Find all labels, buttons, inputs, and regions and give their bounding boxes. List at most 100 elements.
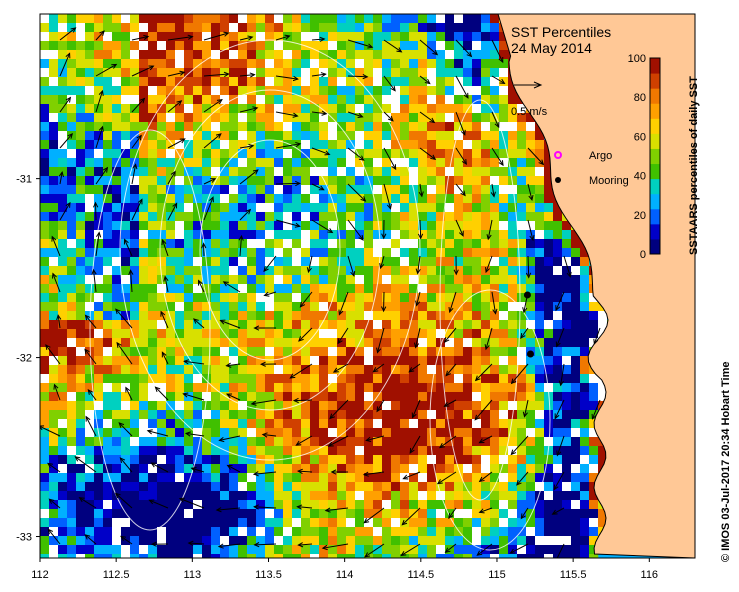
current-vector: [239, 107, 258, 113]
current-vector: [149, 499, 169, 509]
sst-cell: [472, 437, 482, 447]
sst-cell: [400, 356, 410, 366]
sst-cell: [499, 410, 509, 420]
sst-cell: [247, 401, 257, 411]
sst-cell: [445, 554, 455, 558]
sst-cell: [211, 347, 221, 357]
current-vector-head: [56, 314, 62, 321]
sst-cell: [211, 140, 221, 150]
sst-cell: [94, 509, 104, 519]
sst-cell: [103, 320, 113, 330]
sst-cell: [175, 365, 185, 375]
current-vector-head: [45, 344, 51, 351]
sst-cell: [499, 176, 509, 186]
current-vector-head: [70, 27, 77, 33]
sst-cell: [310, 482, 320, 492]
sst-cell: [247, 410, 257, 420]
sst-cell: [481, 320, 491, 330]
sst-cell: [229, 167, 239, 177]
sst-cell: [508, 149, 518, 159]
current-vector-head: [253, 325, 260, 331]
sst-cell: [184, 455, 194, 465]
sst-cell: [166, 158, 176, 168]
sst-cell: [175, 329, 185, 339]
sst-cell: [166, 284, 176, 294]
sst-cell: [247, 167, 257, 177]
sst-cell: [544, 554, 554, 558]
sst-cell: [229, 293, 239, 303]
sst-cell: [148, 68, 158, 78]
sst-cell: [310, 221, 320, 231]
sst-cell: [454, 392, 464, 402]
sst-cell: [247, 509, 257, 519]
sst-cell: [463, 230, 473, 240]
sst-cell: [436, 437, 446, 447]
sst-cell: [76, 455, 86, 465]
sst-cell: [283, 95, 293, 105]
sst-cell: [472, 23, 482, 33]
sst-cell: [454, 158, 464, 168]
sst-cell: [589, 455, 599, 465]
sst-cell: [346, 23, 356, 33]
sst-cell: [409, 230, 419, 240]
sst-cell: [85, 347, 95, 357]
sst-cell: [463, 509, 473, 519]
sst-cell: [166, 185, 176, 195]
current-vector-head: [116, 341, 122, 348]
sst-cell: [175, 284, 185, 294]
sst-cell: [130, 401, 140, 411]
sst-cell: [535, 221, 545, 231]
sst-cell: [265, 392, 275, 402]
sst-cell: [283, 158, 293, 168]
current-vector: [347, 111, 363, 118]
sst-cell: [499, 230, 509, 240]
sst-cell: [580, 383, 590, 393]
sst-cell: [229, 428, 239, 438]
sst-cell: [562, 239, 572, 249]
sst-cell: [499, 365, 509, 375]
sst-cell: [283, 473, 293, 483]
sst-cell: [283, 68, 293, 78]
sst-cell: [265, 338, 275, 348]
sst-cell: [229, 410, 239, 420]
sst-cell: [301, 32, 311, 42]
current-vector: [59, 97, 71, 113]
sst-cell: [598, 518, 608, 528]
sst-cell: [553, 293, 563, 303]
sst-cell: [436, 122, 446, 132]
sst-cell: [499, 167, 509, 177]
sst-cell: [481, 482, 491, 492]
sst-cell: [517, 500, 527, 510]
sst-cell: [40, 455, 50, 465]
sst-cell: [364, 68, 374, 78]
sst-cell: [346, 122, 356, 132]
sst-cell: [346, 320, 356, 330]
sst-cell: [445, 284, 455, 294]
sst-cell: [247, 266, 257, 276]
sst-cell: [508, 158, 518, 168]
sst-cell: [40, 428, 50, 438]
sst-cell: [157, 338, 167, 348]
sst-cell: [157, 14, 167, 24]
sst-cell: [364, 356, 374, 366]
colorbar-segment: [650, 208, 660, 225]
sst-cell: [427, 311, 437, 321]
sst-cell: [481, 275, 491, 285]
sst-cell: [445, 230, 455, 240]
sst-cell: [184, 545, 194, 555]
sst-cell: [310, 284, 320, 294]
sst-cell: [526, 302, 536, 312]
sst-cell: [472, 104, 482, 114]
sst-cell: [481, 527, 491, 537]
sst-cell: [544, 221, 554, 231]
sst-cell: [130, 68, 140, 78]
sst-cell: [220, 284, 230, 294]
sst-cell: [328, 401, 338, 411]
sst-cell: [427, 320, 437, 330]
sst-cell: [499, 554, 509, 558]
sst-cell: [112, 41, 122, 51]
sst-cell: [130, 239, 140, 249]
sst-cell: [319, 491, 329, 501]
sst-cell: [517, 392, 527, 402]
sst-cell: [85, 59, 95, 69]
